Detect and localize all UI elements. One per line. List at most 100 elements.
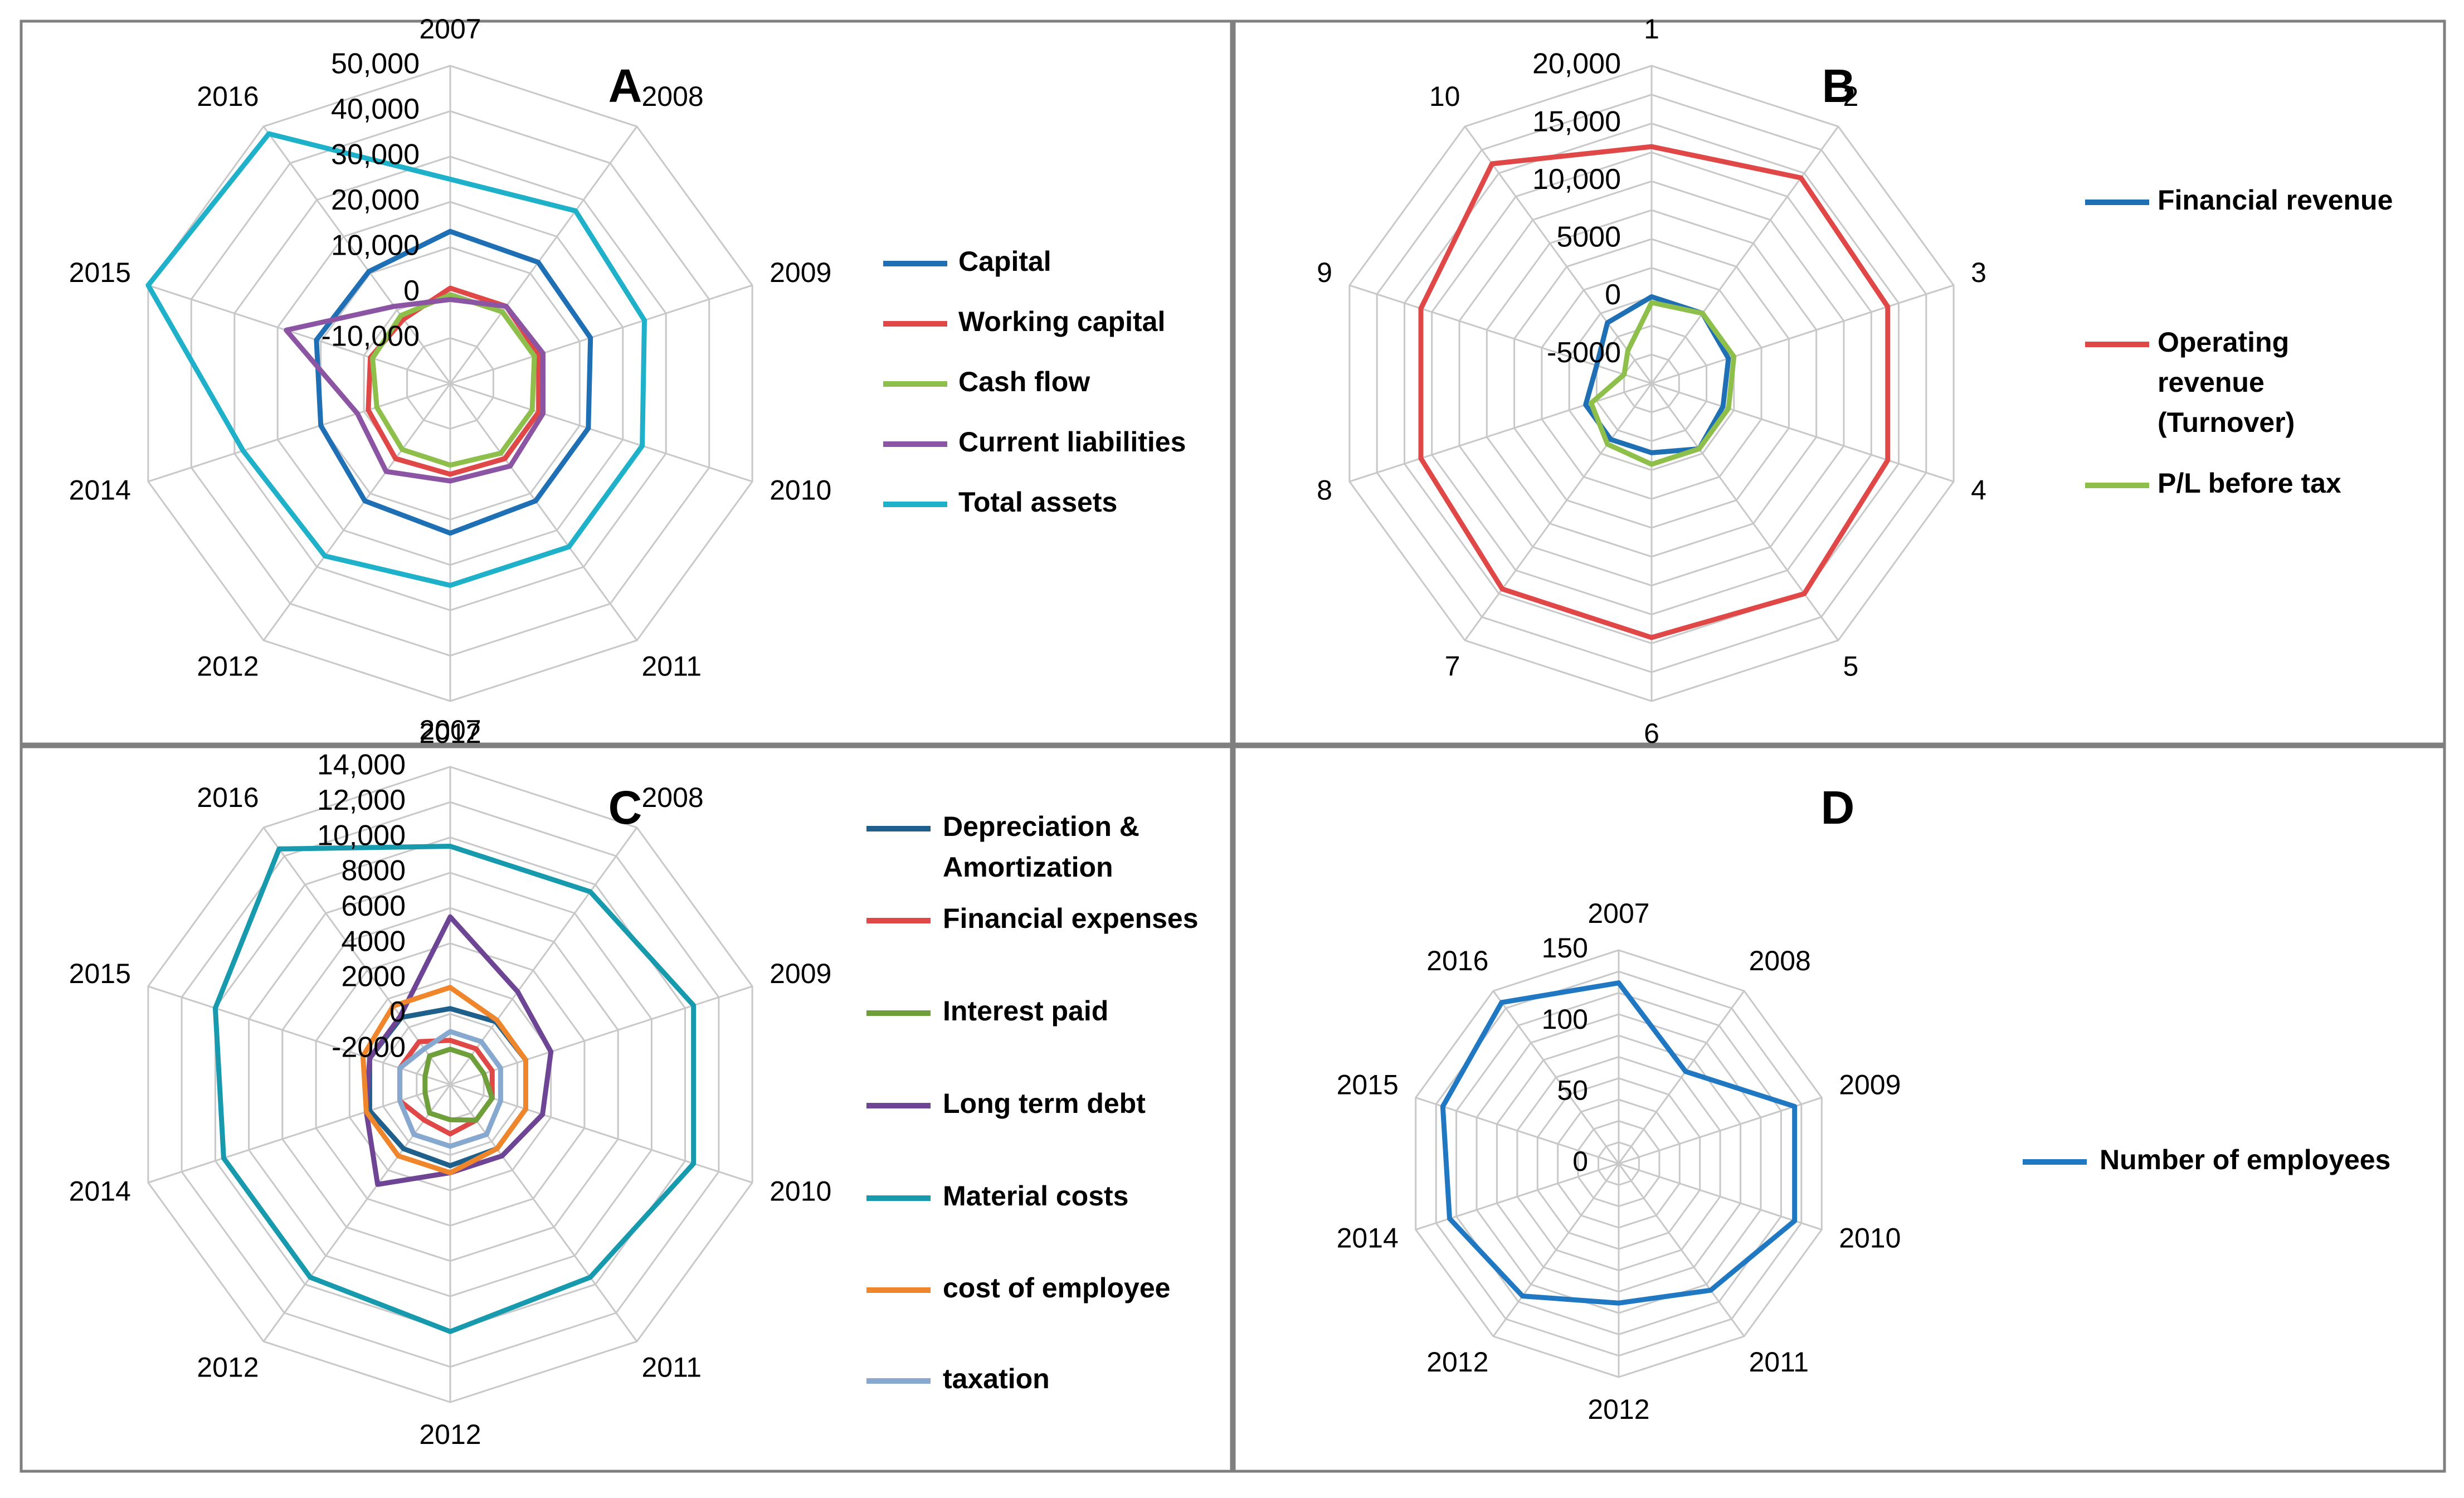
- category-label: 2012: [419, 718, 481, 749]
- category-label: 3: [1971, 257, 1986, 288]
- grid-spoke: [1618, 1097, 1822, 1165]
- panel-letter: B: [1822, 60, 1856, 112]
- grid-spoke: [1464, 383, 1653, 641]
- grid-spoke: [1415, 1097, 1619, 1165]
- category-label: 2012: [197, 651, 259, 682]
- grid-spoke: [1464, 126, 1653, 384]
- legend-label: Financial revenue: [2158, 184, 2393, 216]
- panel-letter: D: [1821, 781, 1855, 834]
- category-label: 2011: [642, 651, 702, 682]
- radar-chart-A: 2007 2008 2009 2010 2011 2012 2012 2014 2015 2016…: [69, 13, 1186, 749]
- category-label: 5: [1843, 651, 1859, 682]
- series-line: [284, 296, 546, 484]
- axis-tick-label: -2000: [332, 1031, 406, 1063]
- axis-tick-label: 40,000: [331, 93, 420, 125]
- series-line: [422, 1047, 495, 1123]
- axis-tick-label: 5000: [1556, 221, 1621, 254]
- category-label: 9: [1317, 257, 1332, 288]
- category-label: 2012: [1588, 1394, 1649, 1425]
- radar-chart-B: 1 2 3 4 5 6 7 8 9 10 -5000 0 5000 10,000 15,000 20,000 B…: [1317, 13, 2393, 749]
- panel-letter: C: [608, 781, 642, 834]
- category-label: 2011: [1749, 1346, 1809, 1378]
- legend-label: taxation: [943, 1363, 1050, 1394]
- category-label: 2012: [1426, 1346, 1488, 1378]
- axis-tick-label: 20,000: [331, 184, 420, 216]
- legend-label: Financial expenses: [943, 903, 1199, 934]
- legend-label: Long term debt: [943, 1088, 1146, 1119]
- panel-frame: [20, 745, 1233, 1473]
- axis-tick-label: 50,000: [331, 48, 420, 80]
- legend-label-line: (Turnover): [2158, 407, 2295, 438]
- category-label: 4: [1971, 475, 1986, 506]
- radar-chart-D: 2007 2008 2009 2010 2011 2012 2012 2014 2015 2016…: [1337, 781, 2391, 1425]
- category-label: 8: [1317, 475, 1332, 506]
- grid-spoke: [1618, 1163, 1745, 1337]
- category-label: 2009: [1839, 1069, 1901, 1101]
- grid-spoke: [449, 126, 638, 384]
- category-label: 2016: [1426, 945, 1488, 976]
- grid-spoke: [449, 383, 638, 641]
- axis-tick-label: -10,000: [322, 320, 420, 352]
- grid-spoke: [1650, 126, 1839, 384]
- axis-tick-label: 2000: [341, 961, 406, 993]
- legend-label: Interest paid: [943, 995, 1108, 1027]
- grid-spoke: [1651, 382, 1954, 483]
- category-label: 2: [1843, 81, 1859, 112]
- legend-label-line: Operating: [2158, 327, 2289, 358]
- category-label: 2010: [1839, 1223, 1901, 1254]
- grid-spoke: [1492, 1163, 1620, 1337]
- axis-tick-label: 30,000: [331, 139, 420, 171]
- legend-label-line: revenue: [2158, 367, 2265, 398]
- grid-spoke: [1349, 382, 1652, 483]
- legend-label: Capital: [958, 246, 1051, 277]
- series-line: [360, 985, 528, 1175]
- series-line: [397, 1029, 503, 1149]
- grid-spoke: [1349, 284, 1652, 385]
- category-label: 2011: [642, 1352, 702, 1383]
- axis-tick-label: 12,000: [317, 784, 406, 816]
- legend-label-line: Depreciation &: [943, 811, 1140, 842]
- axis-tick-label: 6000: [341, 890, 406, 922]
- axis-tick-label: 8000: [341, 855, 406, 887]
- category-label: 6: [1644, 718, 1659, 749]
- axis-tick-label: 0: [403, 275, 420, 307]
- series-line: [1589, 300, 1737, 467]
- radar-chart-C: 2007 2008 2009 2010 2011 2012 2012 2014 2015 2016…: [69, 714, 1199, 1450]
- axis-tick-label: 100: [1542, 1004, 1588, 1035]
- category-label: 7: [1445, 651, 1460, 682]
- series-line: [145, 131, 647, 588]
- category-label: 2009: [770, 257, 831, 288]
- axis-tick-label: 10,000: [317, 819, 406, 852]
- legend-label: Number of employees: [2100, 1144, 2390, 1175]
- legend-label: Material costs: [943, 1180, 1128, 1212]
- axis-tick-label: 4000: [341, 925, 406, 957]
- series-line: [397, 1038, 495, 1137]
- category-label: 2014: [69, 475, 131, 506]
- category-label: 2010: [770, 475, 831, 506]
- category-label: 2007: [1588, 898, 1649, 929]
- category-label: 2012: [419, 1419, 481, 1450]
- series-line: [1418, 144, 1891, 640]
- legend-label: Depreciation & Amortization: [943, 811, 1140, 883]
- category-label: 2007: [419, 13, 481, 45]
- legend-label: Current liabilities: [958, 426, 1186, 458]
- legend-label-line: Amortization: [943, 852, 1113, 883]
- axis-tick-label: 50: [1557, 1075, 1588, 1106]
- grid-spoke: [1618, 990, 1745, 1164]
- grid-spoke: [449, 827, 638, 1085]
- category-label: 2010: [770, 1176, 831, 1207]
- panel-letter: A: [608, 60, 642, 112]
- category-label: 2008: [642, 81, 704, 112]
- legend-label: cost of employee: [943, 1272, 1170, 1304]
- category-label: 2016: [197, 81, 259, 112]
- grid-spoke: [148, 382, 451, 483]
- category-label: 2008: [642, 782, 704, 813]
- category-label: 2008: [1749, 945, 1811, 976]
- legend-label: P/L before tax: [2158, 468, 2341, 499]
- series-line: [1583, 294, 1731, 455]
- grid-spoke: [449, 1084, 638, 1342]
- series-line: [370, 292, 537, 468]
- grid-spoke: [262, 1084, 451, 1342]
